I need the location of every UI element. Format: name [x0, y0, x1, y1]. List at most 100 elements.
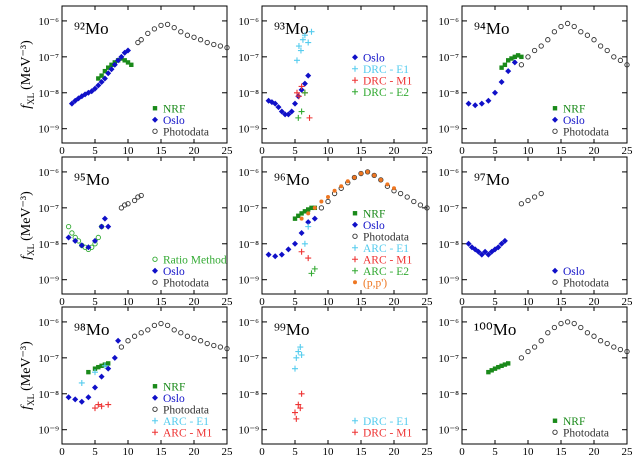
marker: [564, 20, 571, 27]
y-tick-label: 10⁻⁹: [438, 275, 459, 287]
marker: [292, 365, 298, 372]
marker: [424, 205, 430, 211]
marker: [178, 29, 184, 35]
marker: [293, 415, 300, 422]
marker: [78, 242, 85, 249]
marker: [78, 398, 85, 405]
legend-label: ARC - E1: [363, 243, 409, 255]
legend-label: Oslo: [163, 393, 185, 405]
marker: [597, 338, 604, 344]
marker: [299, 36, 306, 43]
marker: [151, 26, 158, 32]
y-tick-label: 10⁻⁸: [238, 389, 259, 401]
x-tick-label: 0: [259, 145, 265, 157]
marker: [482, 248, 489, 255]
legend-label: DRC - M1: [363, 427, 412, 439]
y-tick-label: 10⁻⁶: [438, 167, 459, 179]
marker: [298, 83, 305, 90]
x-tick-label: 5: [92, 296, 98, 308]
marker: [92, 369, 98, 376]
marker: [301, 240, 308, 247]
y-tick-label: 10⁻⁷: [438, 203, 459, 215]
legend-label: Photodata: [363, 231, 409, 243]
x-tick-label: 10: [123, 296, 135, 308]
marker: [531, 194, 538, 200]
legend-marker: [152, 116, 158, 123]
marker: [611, 344, 617, 350]
x-tick-label: 15: [156, 145, 168, 157]
label-subscript: XL: [26, 93, 36, 105]
label-symbol: f: [19, 254, 34, 260]
legend-label: DRC - M1: [363, 75, 412, 87]
legend-marker: [552, 279, 558, 285]
marker: [197, 37, 204, 43]
y-tick-label: 10⁻⁹: [438, 124, 459, 136]
x-tick-label: 10: [323, 145, 335, 157]
marker: [96, 364, 101, 370]
marker: [301, 32, 308, 39]
marker: [101, 215, 108, 222]
marker: [224, 45, 230, 51]
x-tick-label: 0: [459, 296, 465, 308]
marker: [131, 333, 138, 339]
marker: [624, 348, 630, 355]
marker: [105, 401, 112, 408]
x-tick-label: 25: [622, 145, 634, 157]
marker: [108, 66, 115, 73]
legend-marker: [552, 116, 558, 123]
x-tick-label: 25: [222, 446, 234, 455]
panel-title: ⁹⁹Mo: [274, 320, 309, 339]
marker: [95, 82, 102, 89]
y-tick-label: 10⁻⁸: [238, 88, 259, 100]
marker: [98, 223, 105, 230]
marker: [339, 184, 344, 189]
marker: [617, 346, 624, 353]
marker: [326, 195, 330, 200]
marker: [298, 108, 305, 115]
marker: [545, 37, 551, 43]
marker: [292, 216, 298, 221]
legend-marker: [352, 88, 358, 95]
marker: [125, 60, 131, 65]
legend-marker: [552, 267, 558, 274]
x-tick-label: 5: [292, 145, 298, 157]
marker: [308, 28, 315, 35]
marker: [558, 23, 564, 30]
y-tick-label: 10⁻⁶: [238, 317, 259, 329]
marker: [515, 53, 521, 58]
legend-marker: [152, 256, 158, 262]
label-subscript: XL: [26, 244, 36, 256]
y-tick-label: 10⁻⁶: [38, 16, 59, 28]
marker: [211, 342, 217, 349]
legend-marker: [152, 128, 158, 134]
marker: [302, 209, 308, 214]
legend-marker: [552, 106, 558, 111]
marker: [306, 114, 313, 121]
y-tick-label: 10⁻⁷: [38, 353, 59, 365]
legend-label: Oslo: [363, 220, 385, 232]
marker: [489, 368, 494, 373]
marker: [131, 197, 138, 204]
y-tick-label: 10⁻⁷: [438, 353, 459, 365]
legend-marker: [352, 256, 358, 263]
marker: [499, 65, 504, 70]
x-tick-label: 0: [459, 446, 465, 455]
x-tick-label: 20: [189, 296, 201, 308]
marker: [385, 182, 390, 187]
marker: [538, 338, 544, 344]
marker: [404, 194, 410, 200]
x-tick-label: 20: [389, 296, 401, 308]
y-tick-label: 10⁻⁷: [238, 353, 259, 365]
plot-frame: [261, 156, 428, 295]
marker: [68, 100, 75, 107]
marker: [295, 114, 302, 121]
marker: [158, 320, 164, 327]
legend-marker: [552, 418, 558, 423]
marker: [211, 41, 217, 48]
marker: [92, 366, 98, 371]
marker: [531, 344, 538, 350]
y-tick-label: 10⁻⁸: [438, 88, 459, 100]
marker: [571, 320, 577, 327]
legend-label: NRF: [363, 208, 385, 220]
marker: [98, 373, 105, 380]
